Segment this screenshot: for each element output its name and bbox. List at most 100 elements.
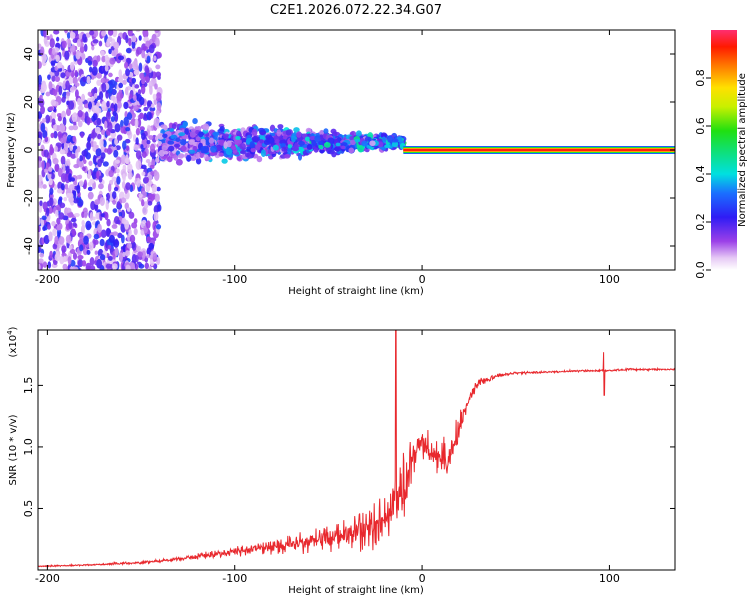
noise-cell [41,215,47,221]
noise-cell [108,169,114,178]
noise-cell [74,69,78,78]
noise-cell [38,180,42,189]
noise-cell [55,54,60,63]
noise-cell [124,219,130,230]
noise-cell [99,91,104,100]
noise-cell [122,140,127,150]
noise-cell [100,229,107,239]
noise-cell [38,263,41,270]
noise-cell [114,247,119,257]
noise-cell [105,227,111,237]
signal-cell [185,154,192,162]
noise-cell [92,141,97,147]
noise-cell [115,159,121,164]
noise-cell [49,250,53,259]
signal-cell [306,143,313,150]
signal-cell [354,138,361,143]
noise-cell [109,57,116,65]
noise-cell [87,91,92,97]
noise-cell [72,76,78,85]
noise-cell [104,120,108,129]
noise-cell [80,132,84,138]
signal-cell [285,129,292,136]
noise-cell [128,37,132,47]
x-tick-label: 0 [419,572,426,585]
noise-cell [39,200,43,207]
noise-cell [139,72,145,80]
noise-cell [57,167,63,178]
noise-cell [99,254,106,261]
spectrogram-x-label: Height of straight line (km) [288,286,424,297]
signal-cell [175,137,181,142]
noise-cell [39,252,45,258]
noise-cell [104,54,109,61]
x-tick-label: -200 [35,572,60,585]
signal-cell [391,141,399,148]
snr-x-axis: -200 -100 0 100 [35,330,620,585]
noise-cell [135,150,142,160]
noise-cell [87,136,91,143]
signal-cell [173,143,181,148]
noise-cell [149,193,156,201]
noise-cell [56,217,61,225]
noise-cell [132,94,137,102]
noise-cell [58,85,63,96]
noise-cell [106,192,111,201]
signal-cell [293,127,300,133]
noise-cell [155,256,161,266]
signal-cell [157,140,162,147]
signal-cell [178,132,186,137]
noise-cell [92,39,99,44]
noise-cell [156,38,160,47]
noise-cell [114,123,121,133]
signal-cell [318,144,323,149]
noise-cell [128,211,135,219]
noise-cell [42,184,47,189]
noise-cell [155,157,160,163]
noise-cell [113,149,119,158]
noise-cell [155,64,161,70]
noise-cell [56,188,64,194]
noise-cell [96,55,101,62]
noise-cell [51,118,56,126]
tone-core [403,149,675,151]
noise-cell [140,84,146,95]
signal-cell [384,144,391,149]
noise-cell [62,134,67,143]
noise-cell [143,201,149,209]
signal-cell [361,140,368,147]
spectrogram-y-label: Frequency (Hz) [6,112,17,188]
noise-cell [152,252,158,261]
noise-cell [93,92,98,99]
noise-cell [78,161,84,168]
noise-cell [149,85,153,96]
noise-cell [138,35,142,41]
noise-cell [73,180,78,186]
noise-cell [69,248,76,254]
noise-cell [96,170,100,180]
signal-cell [170,134,175,140]
noise-cell [58,212,65,220]
y-tick-label: 40 [22,47,35,61]
signal-cell [305,127,312,134]
noise-cell [65,165,70,174]
signal-cell [330,128,337,134]
noise-cell [97,223,102,234]
y-tick-label: 1.5 [22,377,35,395]
noise-cell [99,197,105,206]
y-tick-label: 0.5 [22,500,35,518]
noise-cell [114,137,118,146]
signal-cell [251,128,258,137]
noise-cell [38,244,41,253]
noise-cell [153,205,159,214]
noise-cell [49,197,54,206]
spectrogram-data [38,30,675,270]
signal-cell [195,157,202,165]
noise-cell [82,183,87,190]
noise-cell [86,249,91,255]
noise-cell [89,257,95,266]
signal-cell [180,145,187,152]
noise-cell [107,183,112,193]
noise-cell [115,219,121,225]
